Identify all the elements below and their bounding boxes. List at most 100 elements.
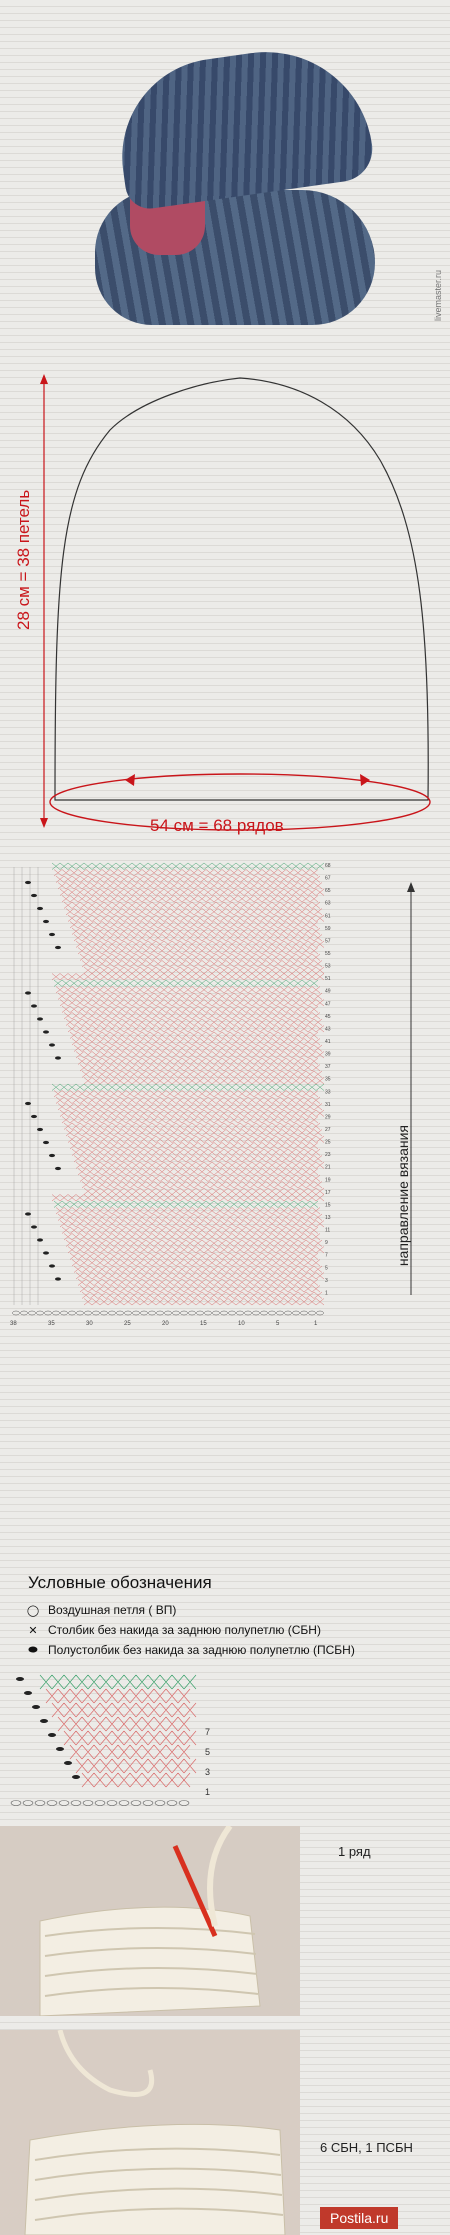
sample-row-number: 7: [205, 1727, 210, 1737]
column-number: 1: [314, 1321, 318, 1327]
hdc-mark: [37, 1238, 43, 1242]
row-number: 21: [325, 1165, 331, 1171]
row-number: 55: [325, 951, 331, 957]
hdc-mark: [31, 893, 37, 898]
chain-stitch: [36, 1310, 44, 1316]
sample-row: [57, 1716, 191, 1732]
chart-row: [65, 1129, 323, 1137]
chain-stitch: [22, 1800, 34, 1806]
chart-row: [57, 1213, 323, 1221]
chart-row: [67, 1025, 325, 1033]
sample-row: [63, 1730, 197, 1746]
chain-symbol-icon: ◯: [26, 1604, 40, 1617]
hdc-mark: [49, 1264, 55, 1268]
step-caption-1: 1 ряд: [338, 1844, 371, 1859]
chart-row: [71, 1259, 321, 1267]
hdc-mark: [55, 1277, 61, 1281]
row-number: 19: [325, 1177, 331, 1183]
hdc-mark: [56, 1747, 64, 1751]
chart-row: [51, 1194, 325, 1202]
row-number: 67: [325, 876, 331, 882]
chain-stitch: [82, 1800, 94, 1806]
chart-row: [57, 1103, 323, 1111]
row-number: 35: [325, 1077, 331, 1083]
chain-stitch: [220, 1310, 228, 1316]
height-label: 28 см = 38 петель: [14, 489, 33, 631]
chain-stitch: [58, 1800, 70, 1806]
row-number: 17: [325, 1190, 331, 1196]
legend-item-hdc: ⬬ Полустолбик без накида за заднюю полуп…: [26, 1643, 355, 1657]
chart-row: [79, 1064, 321, 1072]
chain-stitch: [212, 1310, 220, 1316]
chart-row: [67, 914, 325, 922]
hdc-mark: [37, 1127, 43, 1132]
row-number: 57: [325, 938, 331, 944]
chain-stitch: [180, 1310, 188, 1316]
row-number: 13: [325, 1215, 331, 1221]
hdc-symbol-icon: ⬬: [28, 1643, 38, 1656]
row-number: 39: [325, 1052, 331, 1058]
chain-stitch: [94, 1800, 106, 1806]
chart-row: [63, 1233, 321, 1241]
chain-stitch: [244, 1310, 252, 1316]
hdc-mark: [37, 1017, 43, 1021]
step-photo-2: [0, 2030, 300, 2235]
chain-stitch: [236, 1310, 244, 1316]
chain-stitch: [178, 1800, 190, 1806]
row-number: 53: [325, 964, 331, 970]
chain-stitch: [108, 1310, 116, 1316]
row-number: 51: [325, 976, 331, 982]
chain-stitch: [164, 1310, 172, 1316]
chain-stitch: [28, 1310, 36, 1316]
chain-stitch: [260, 1310, 268, 1316]
legend-item-chain: ◯ Воздушная петля ( ВП): [26, 1603, 177, 1617]
sample-row-number: 5: [205, 1747, 210, 1757]
row-number: 61: [325, 913, 331, 919]
row-number: 11: [325, 1228, 330, 1234]
chain-stitch: [116, 1310, 124, 1316]
column-number: 5: [276, 1321, 280, 1327]
sample-chart: 7 5 3 1: [10, 1674, 210, 1806]
legend-item-sc: ✕ Столбик без накида за заднюю полупетлю…: [26, 1623, 321, 1637]
chart-row: [53, 1090, 319, 1098]
knitting-direction-label: направление вязания: [395, 1125, 411, 1267]
chart-row: [71, 1148, 321, 1156]
chart-row: [77, 1278, 319, 1286]
chart-row: [83, 966, 325, 974]
hdc-mark: [64, 1761, 72, 1765]
direction-arrow: [407, 882, 415, 1295]
column-number: 38: [10, 1321, 17, 1327]
width-label: 54 см = 68 рядов: [150, 816, 284, 835]
chart-row: [55, 875, 321, 883]
chain-stitch: [130, 1800, 142, 1806]
chart-row: [77, 1057, 319, 1065]
chain-stitch: [68, 1310, 76, 1316]
chart-row: [79, 1285, 321, 1293]
chain-stitch: [166, 1800, 178, 1806]
chart-row: [65, 1239, 323, 1247]
chain-stitch: [252, 1310, 260, 1316]
chain-stitch: [300, 1310, 308, 1316]
chain-stitch: [148, 1310, 156, 1316]
chart-row: [69, 1031, 319, 1039]
row-number: 23: [325, 1152, 331, 1158]
row-number: 65: [325, 888, 331, 894]
chain-stitch: [284, 1310, 292, 1316]
chart-row: [79, 953, 321, 961]
step-caption-2: 6 СБН, 1 ПСБН: [320, 2140, 413, 2155]
chart-row: [53, 979, 319, 987]
chart-row: [61, 895, 319, 903]
chart-row: [61, 1226, 319, 1234]
chain-stitch: [156, 1310, 164, 1316]
chart-row: [71, 1038, 321, 1046]
chart-row: [75, 940, 325, 948]
chain-stitch: [196, 1310, 204, 1316]
hdc-mark: [48, 1733, 56, 1737]
hat-pattern-diagram: [40, 374, 431, 831]
chain-stitch: [142, 1800, 154, 1806]
chart-row: [83, 1187, 325, 1195]
row-number: 33: [325, 1089, 331, 1095]
hdc-mark: [49, 1153, 55, 1158]
chart-row: [51, 862, 325, 870]
chart-row: [79, 1174, 321, 1182]
